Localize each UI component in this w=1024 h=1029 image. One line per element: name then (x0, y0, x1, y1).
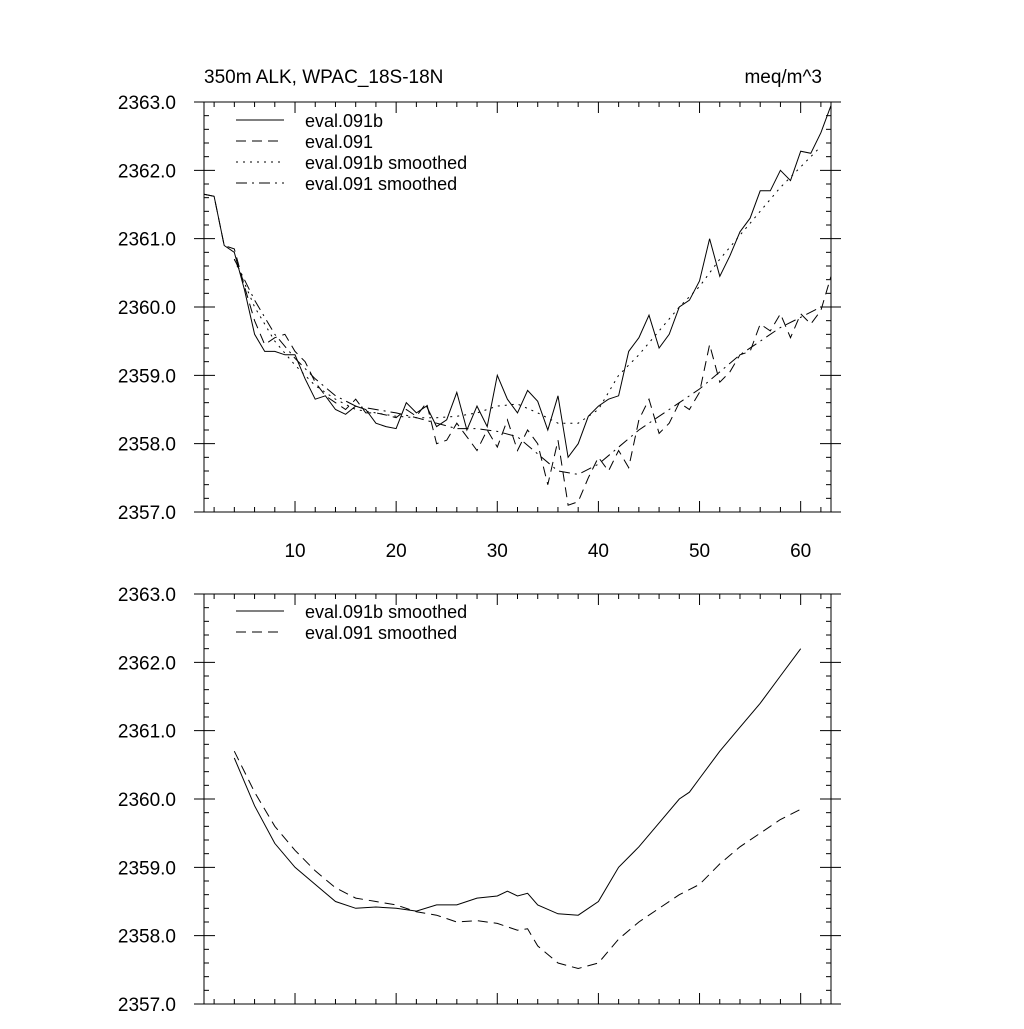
top-series-line-0 (203, 105, 832, 459)
bottom-legend-label-1: eval.091 smoothed (305, 623, 457, 643)
bottom-y-tick-label-2: 2359.0 (118, 858, 176, 879)
top-y-tick-label-3: 2360.0 (118, 298, 176, 319)
bottom-y-tick-label-3: 2360.0 (118, 790, 176, 811)
top-legend-label-2: eval.091b smoothed (305, 153, 467, 173)
top-x-tick-label-30: 30 (487, 541, 508, 562)
top-series-line-2 (233, 146, 822, 424)
top-legend-label-1: eval.091 (305, 132, 373, 152)
top-x-tick-label-60: 60 (790, 541, 811, 562)
bottom-series-line-0 (233, 648, 802, 916)
top-y-tick-label-4: 2361.0 (118, 230, 176, 251)
top-series-line-3 (233, 258, 822, 475)
top-y-tick-label-5: 2362.0 (118, 161, 176, 182)
bottom-y-tick-label-4: 2361.0 (118, 722, 176, 743)
top-x-tick-label-10: 10 (284, 541, 305, 562)
bottom-y-tick-label-5: 2362.0 (118, 653, 176, 674)
top-y-tick-label-1: 2358.0 (118, 435, 176, 456)
bottom-legend-label-0: eval.091b smoothed (305, 602, 467, 622)
top-y-tick-label-0: 2357.0 (118, 503, 176, 524)
bottom-series-group (233, 648, 802, 970)
top-y-tick-label-6: 2363.0 (118, 93, 176, 114)
top-series-line-1 (203, 193, 832, 506)
top-x-tick-label-20: 20 (386, 541, 407, 562)
top-x-tick-label-50: 50 (689, 541, 710, 562)
chart-title: 350m ALK, WPAC_18S-18N (204, 67, 443, 88)
top-series-group (203, 105, 832, 506)
top-axis-ticks: 10 20 30 40 50 60 2357.0 2358.0 2359.0 2360.0 2361… (118, 93, 841, 562)
bottom-axis-ticks: 2357.0 2358.0 2359.0 2360.0 2361.0 2362.0 2363… (118, 585, 841, 1016)
bottom-y-tick-label-6: 2363.0 (118, 585, 176, 606)
bottom-y-tick-label-0: 2357.0 (118, 995, 176, 1016)
top-legend-label-0: eval.091b (305, 111, 383, 131)
top-legend-label-3: eval.091 smoothed (305, 174, 457, 194)
chart-units: meq/m^3 (744, 67, 822, 88)
top-y-tick-label-2: 2359.0 (118, 366, 176, 387)
bottom-series-line-1 (233, 750, 801, 970)
bottom-plot-frame (203, 593, 832, 1005)
top-x-tick-label-40: 40 (588, 541, 609, 562)
bottom-y-tick-label-1: 2358.0 (118, 927, 176, 948)
